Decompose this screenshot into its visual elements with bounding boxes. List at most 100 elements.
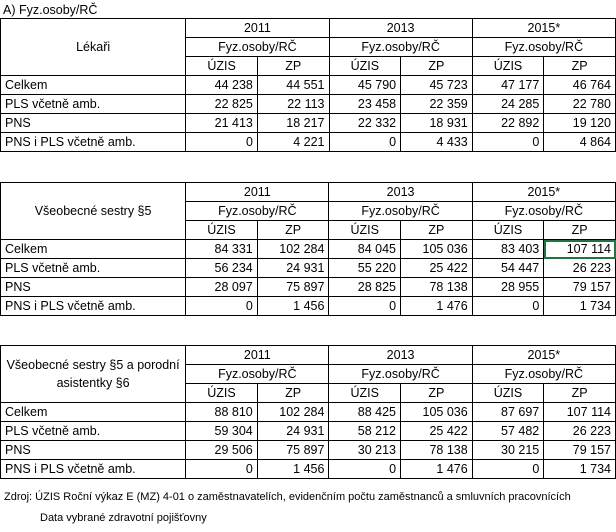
- col-header-zp[interactable]: ZP: [400, 56, 473, 76]
- row-label[interactable]: PNS: [0, 113, 187, 133]
- col-header-zp[interactable]: ZP: [256, 56, 330, 76]
- cell[interactable]: 44 551: [256, 75, 330, 95]
- col-header-uzis[interactable]: ÚZIS: [471, 383, 545, 403]
- cell[interactable]: 23 458: [328, 94, 402, 114]
- row-label[interactable]: PNS: [0, 440, 187, 460]
- cell[interactable]: 0: [185, 132, 258, 152]
- cell[interactable]: 84 331: [185, 239, 258, 259]
- cell[interactable]: 26 223: [543, 421, 616, 441]
- col-header-zp[interactable]: ZP: [543, 220, 616, 240]
- cell[interactable]: 22 332: [328, 113, 402, 133]
- year-header[interactable]: 2015*: [471, 182, 616, 202]
- cell[interactable]: 102 284: [256, 239, 330, 259]
- cell[interactable]: 0: [471, 459, 545, 479]
- col-header-zp[interactable]: ZP: [256, 220, 330, 240]
- cell[interactable]: 18 931: [400, 113, 473, 133]
- block-label[interactable]: Všeobecné sestry §5: [0, 182, 187, 240]
- subheader[interactable]: Fyz.osoby/RČ: [328, 37, 473, 57]
- cell[interactable]: 22 825: [185, 94, 258, 114]
- cell[interactable]: 56 234: [185, 258, 258, 278]
- cell[interactable]: 21 413: [185, 113, 258, 133]
- subheader[interactable]: Fyz.osoby/RČ: [185, 37, 330, 57]
- cell[interactable]: 79 157: [543, 440, 616, 460]
- cell[interactable]: 0: [185, 296, 258, 316]
- subheader[interactable]: Fyz.osoby/RČ: [471, 37, 616, 57]
- cell[interactable]: 55 220: [328, 258, 402, 278]
- cell[interactable]: 22 359: [400, 94, 473, 114]
- cell[interactable]: 78 138: [400, 277, 473, 297]
- row-label[interactable]: PNS i PLS včetně amb.: [0, 296, 187, 316]
- cell[interactable]: 4 221: [256, 132, 330, 152]
- subheader[interactable]: Fyz.osoby/RČ: [471, 201, 616, 221]
- cell[interactable]: 75 897: [256, 277, 330, 297]
- cell[interactable]: 30 213: [328, 440, 402, 460]
- year-header[interactable]: 2013: [328, 18, 473, 38]
- cell[interactable]: 46 764: [543, 75, 616, 95]
- cell[interactable]: 22 780: [543, 94, 616, 114]
- cell[interactable]: 0: [328, 459, 402, 479]
- col-header-uzis[interactable]: ÚZIS: [328, 220, 402, 240]
- cell[interactable]: 83 403: [471, 239, 545, 259]
- row-label[interactable]: PLS včetně amb.: [0, 94, 187, 114]
- cell[interactable]: 1 476: [400, 459, 473, 479]
- cell[interactable]: 0: [471, 296, 545, 316]
- cell[interactable]: 88 810: [185, 402, 258, 422]
- subheader[interactable]: Fyz.osoby/RČ: [328, 364, 473, 384]
- cell[interactable]: 44 238: [185, 75, 258, 95]
- row-label[interactable]: PNS: [0, 277, 187, 297]
- cell[interactable]: 4 864: [543, 132, 616, 152]
- year-header[interactable]: 2011: [185, 18, 330, 38]
- cell[interactable]: 1 734: [543, 459, 616, 479]
- cell[interactable]: 29 506: [185, 440, 258, 460]
- cell[interactable]: 59 304: [185, 421, 258, 441]
- row-label[interactable]: Celkem: [0, 75, 187, 95]
- cell[interactable]: 28 097: [185, 277, 258, 297]
- year-header[interactable]: 2011: [185, 182, 330, 202]
- row-label[interactable]: Celkem: [0, 402, 187, 422]
- cell[interactable]: 1 456: [256, 459, 330, 479]
- cell[interactable]: 26 223: [543, 258, 616, 278]
- cell[interactable]: 1 456: [256, 296, 330, 316]
- cell[interactable]: 1 734: [543, 296, 616, 316]
- col-header-zp[interactable]: ZP: [400, 220, 473, 240]
- cell[interactable]: 54 447: [471, 258, 545, 278]
- row-label[interactable]: PLS včetně amb.: [0, 421, 187, 441]
- col-header-zp[interactable]: ZP: [543, 56, 616, 76]
- subheader[interactable]: Fyz.osoby/RČ: [328, 201, 473, 221]
- cell[interactable]: 0: [328, 132, 402, 152]
- col-header-uzis[interactable]: ÚZIS: [185, 56, 258, 76]
- cell[interactable]: 75 897: [256, 440, 330, 460]
- cell[interactable]: 45 723: [400, 75, 473, 95]
- col-header-zp[interactable]: ZP: [400, 383, 473, 403]
- cell[interactable]: 79 157: [543, 277, 616, 297]
- row-label[interactable]: PNS i PLS včetně amb.: [0, 132, 187, 152]
- cell[interactable]: 0: [328, 296, 402, 316]
- cell[interactable]: 1 476: [400, 296, 473, 316]
- cell[interactable]: 30 215: [471, 440, 545, 460]
- cell[interactable]: 57 482: [471, 421, 545, 441]
- cell[interactable]: 47 177: [471, 75, 545, 95]
- cell[interactable]: 25 422: [400, 258, 473, 278]
- subheader[interactable]: Fyz.osoby/RČ: [185, 364, 330, 384]
- cell[interactable]: 102 284: [256, 402, 330, 422]
- col-header-uzis[interactable]: ÚZIS: [471, 56, 545, 76]
- row-label[interactable]: Celkem: [0, 239, 187, 259]
- cell[interactable]: 0: [185, 459, 258, 479]
- block-label[interactable]: Všeobecné sestry §5 a porodní asistentky…: [0, 345, 187, 403]
- row-label[interactable]: PLS včetně amb.: [0, 258, 187, 278]
- selected-cell[interactable]: 107 114: [543, 239, 616, 259]
- cell[interactable]: 22 113: [256, 94, 330, 114]
- cell[interactable]: 24 931: [256, 421, 330, 441]
- year-header[interactable]: 2013: [328, 182, 473, 202]
- cell[interactable]: 18 217: [256, 113, 330, 133]
- cell[interactable]: 88 425: [328, 402, 402, 422]
- cell[interactable]: 28 825: [328, 277, 402, 297]
- year-header[interactable]: 2013: [328, 345, 473, 365]
- cell[interactable]: 25 422: [400, 421, 473, 441]
- col-header-uzis[interactable]: ÚZIS: [328, 56, 402, 76]
- cell[interactable]: 24 931: [256, 258, 330, 278]
- cell[interactable]: 58 212: [328, 421, 402, 441]
- year-header[interactable]: 2015*: [471, 345, 616, 365]
- cell[interactable]: 105 036: [400, 239, 473, 259]
- year-header[interactable]: 2011: [185, 345, 330, 365]
